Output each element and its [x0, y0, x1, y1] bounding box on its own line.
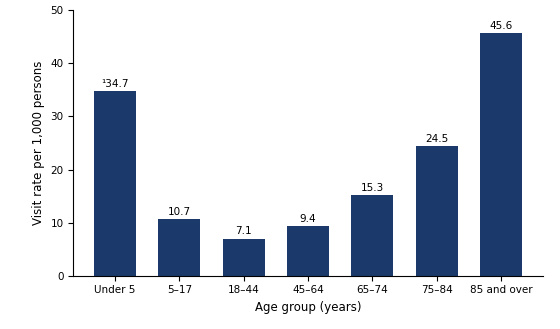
Text: 9.4: 9.4: [300, 214, 316, 224]
Text: 10.7: 10.7: [168, 207, 191, 217]
X-axis label: Age group (years): Age group (years): [255, 301, 361, 314]
Text: 24.5: 24.5: [425, 134, 448, 144]
Y-axis label: Visit rate per 1,000 persons: Visit rate per 1,000 persons: [32, 61, 45, 225]
Bar: [158, 219, 200, 276]
Bar: [223, 239, 264, 276]
Bar: [480, 33, 522, 276]
Text: ¹34.7: ¹34.7: [101, 79, 129, 89]
Bar: [287, 226, 329, 276]
Text: 45.6: 45.6: [489, 21, 512, 31]
Bar: [352, 195, 393, 276]
Bar: [416, 146, 458, 276]
Text: 15.3: 15.3: [361, 183, 384, 193]
Text: 7.1: 7.1: [235, 226, 252, 236]
Bar: [94, 91, 136, 276]
